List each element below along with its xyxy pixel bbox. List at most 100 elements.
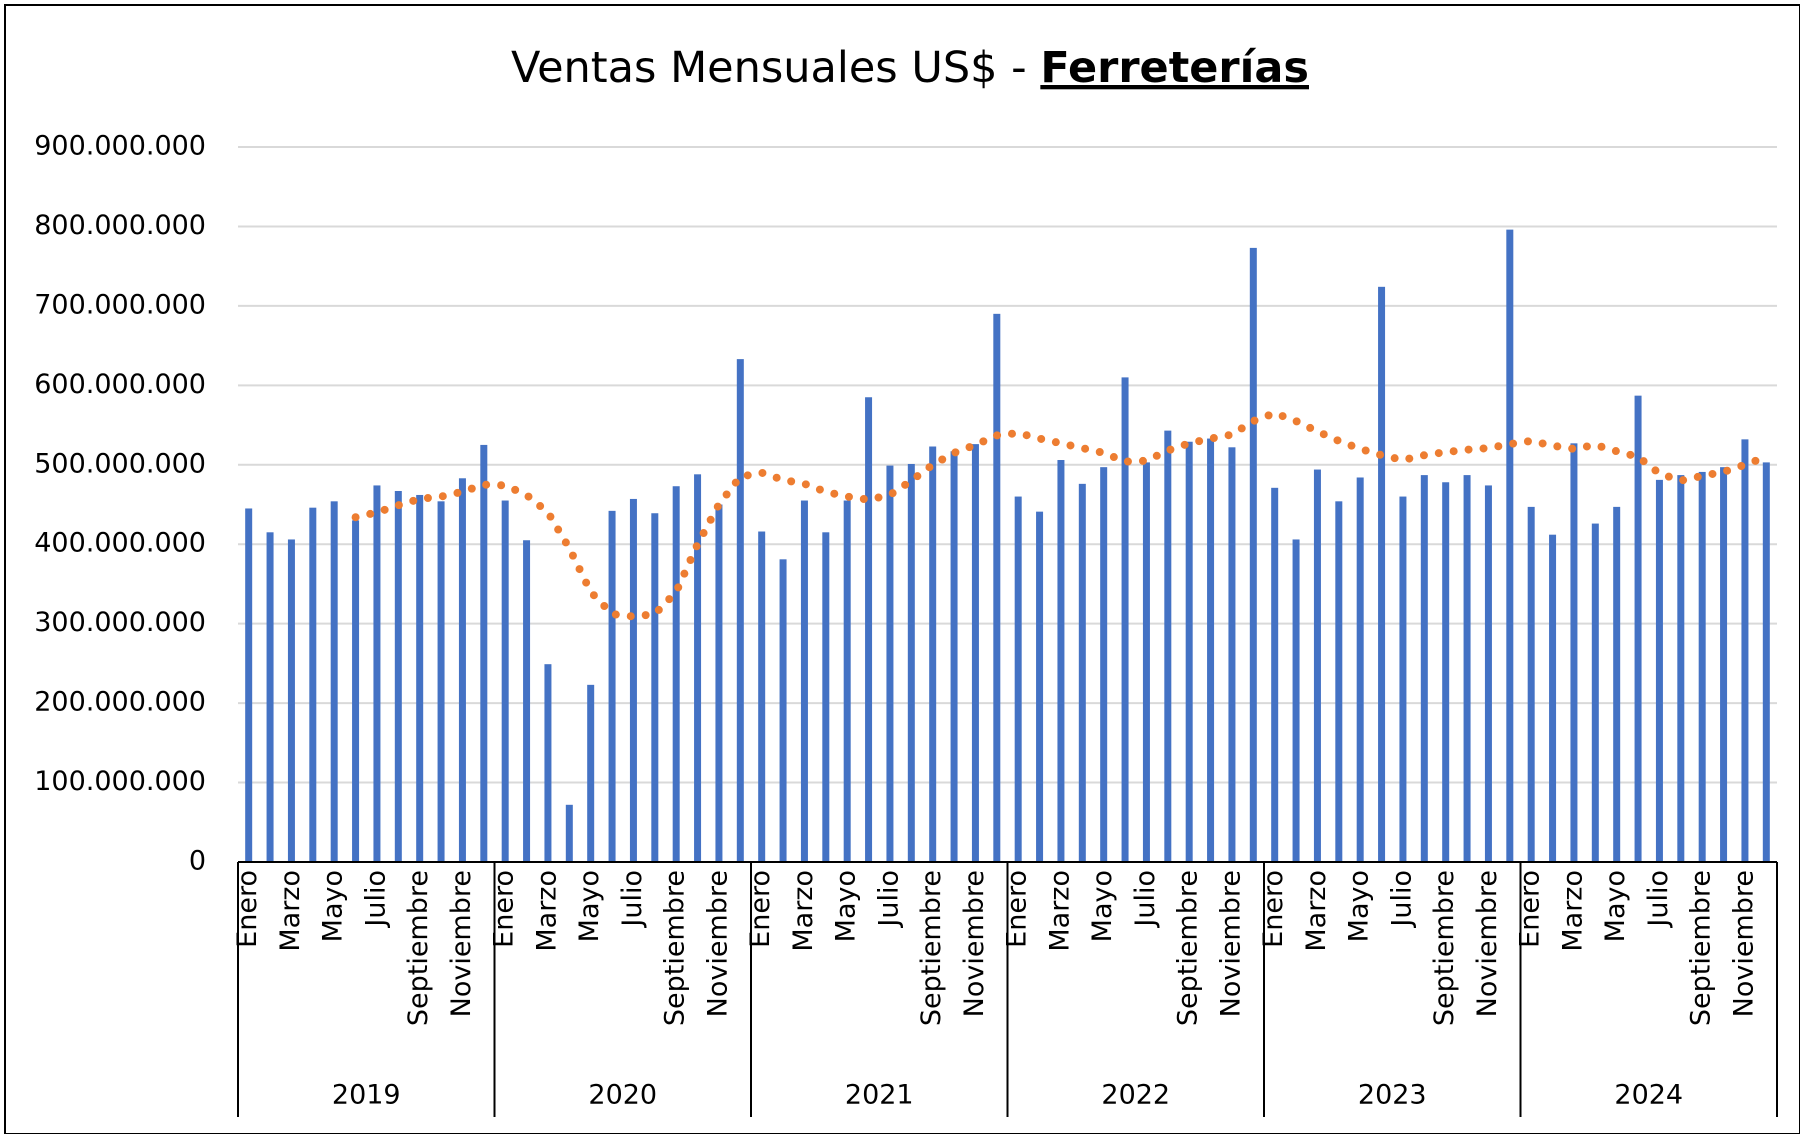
bar (1698, 471, 1706, 862)
bar (437, 501, 445, 862)
y-tick-label: 500.000.000 (34, 448, 206, 479)
bar (1164, 430, 1172, 862)
chart-title: Ventas Mensuales US$ - Ferreterías (511, 43, 1309, 93)
bar (886, 465, 894, 862)
bar (1506, 229, 1514, 863)
x-tick-label: Julio (360, 870, 391, 929)
x-tick-label: Noviembre (446, 870, 477, 1017)
group-label: 2022 (1101, 1080, 1170, 1111)
x-tick-label: Septiembre (1173, 870, 1204, 1026)
bar (1613, 506, 1621, 862)
x-tick-label: Julio (873, 870, 904, 929)
group-label: 2024 (1614, 1080, 1683, 1111)
bar (971, 444, 979, 862)
x-tick-label: Noviembre (1215, 870, 1246, 1017)
x-tick-label: Julio (617, 870, 648, 929)
y-tick-label: 400.000.000 (34, 528, 206, 559)
x-tick-label: Noviembre (1472, 870, 1503, 1017)
x-tick-label: Septiembre (916, 870, 947, 1026)
y-tick-label: 200.000.000 (34, 687, 206, 718)
bar (993, 313, 1001, 862)
bar (1121, 377, 1129, 862)
x-tick-label: Julio (1130, 870, 1161, 929)
bar (929, 446, 937, 862)
bar (1378, 286, 1386, 862)
bar (672, 486, 680, 862)
bar (1420, 475, 1428, 862)
x-tick-label: Noviembre (1728, 870, 1759, 1017)
bar (1591, 523, 1599, 862)
bar (1484, 485, 1492, 862)
bar (1720, 467, 1728, 862)
x-tick-label: Marzo (1044, 870, 1075, 952)
bar (822, 532, 830, 862)
x-tick-label: Noviembre (959, 870, 990, 1017)
bar (629, 498, 637, 862)
bar (1399, 496, 1407, 862)
x-tick-label: Mayo (318, 870, 349, 942)
bar (309, 507, 317, 862)
title-highlight: Ferreterías (1040, 43, 1309, 93)
x-tick-label: Enero (1515, 870, 1546, 948)
bar (1036, 511, 1044, 862)
x-tick-label: Marzo (1301, 870, 1332, 952)
bar (1014, 496, 1022, 862)
bar (544, 664, 552, 862)
bar (651, 513, 659, 862)
bar (694, 474, 702, 862)
bar (1570, 443, 1578, 862)
x-tick-label: Mayo (574, 870, 605, 942)
bar (1207, 438, 1215, 862)
bar (758, 531, 766, 862)
bar (1527, 506, 1535, 862)
x-tick-label: Septiembre (1686, 870, 1717, 1026)
bar (779, 559, 787, 862)
y-tick-label: 800.000.000 (34, 210, 206, 241)
bar (287, 539, 295, 862)
x-tick-label: Marzo (1557, 870, 1588, 952)
group-label: 2021 (845, 1080, 914, 1111)
x-tick-label: Enero (745, 870, 776, 948)
bar (843, 500, 851, 862)
bar (715, 504, 723, 862)
x-tick-label: Mayo (831, 870, 862, 942)
x-tick-label: Mayo (1344, 870, 1375, 942)
x-tick-label: Julio (1386, 870, 1417, 929)
x-tick-label: Septiembre (660, 870, 691, 1026)
y-tick-label: 700.000.000 (34, 289, 206, 320)
bar (1634, 395, 1642, 862)
bar (1356, 477, 1364, 862)
x-tick-label: Noviembre (702, 870, 733, 1017)
bar (352, 520, 360, 862)
x-tick-label: Marzo (275, 870, 306, 952)
bar (1271, 487, 1279, 862)
y-tick-label: 300.000.000 (34, 607, 206, 638)
bar (416, 494, 424, 862)
bar (373, 485, 381, 862)
bar (800, 500, 808, 862)
bar (1313, 469, 1321, 862)
bar (907, 463, 915, 862)
group-label: 2023 (1358, 1080, 1427, 1111)
x-tick-label: Julio (1643, 870, 1674, 929)
bar (865, 397, 873, 862)
group-label: 2019 (332, 1080, 401, 1111)
bar (1463, 475, 1471, 862)
bar (1078, 483, 1086, 862)
bar (587, 684, 595, 862)
bar (1185, 441, 1193, 862)
bar (523, 540, 531, 862)
bar (1677, 475, 1685, 862)
bar (480, 444, 488, 862)
bar (1228, 447, 1236, 862)
bar (330, 501, 338, 862)
bar (458, 478, 466, 862)
bar (1335, 501, 1343, 862)
bar (608, 510, 616, 862)
bar (266, 532, 274, 862)
x-tick-label: Mayo (1600, 870, 1631, 942)
x-tick-label: Septiembre (403, 870, 434, 1026)
bar (501, 500, 509, 862)
bar (1741, 439, 1749, 862)
